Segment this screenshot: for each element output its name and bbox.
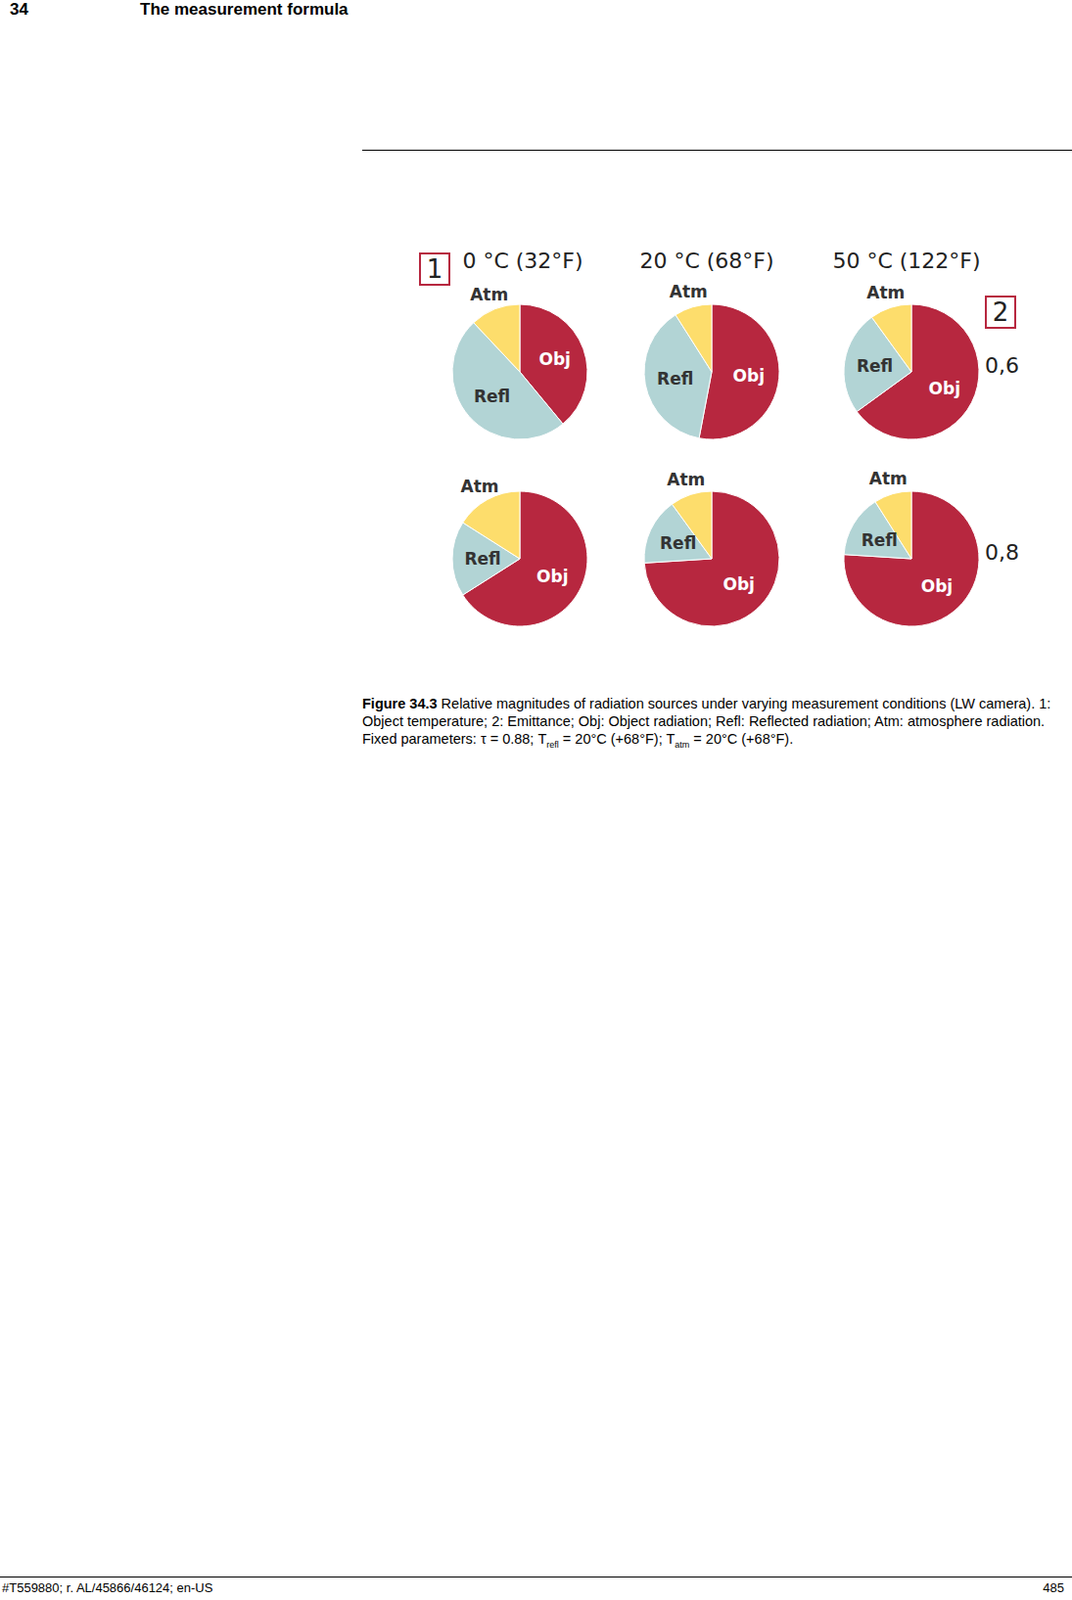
svg-text:Refl: Refl bbox=[464, 549, 501, 569]
svg-text:Obj: Obj bbox=[538, 349, 570, 370]
svg-text:Obj: Obj bbox=[733, 366, 765, 386]
svg-text:Atm: Atm bbox=[666, 469, 705, 490]
svg-text:Refl: Refl bbox=[861, 530, 898, 551]
svg-text:Refl: Refl bbox=[659, 533, 697, 554]
html-text:2: 2 bbox=[992, 297, 1009, 327]
svg-text:Atm: Atm bbox=[866, 282, 905, 303]
html-text:20 °C (68°F): 20 °C (68°F) bbox=[639, 248, 774, 274]
svg-text:Refl: Refl bbox=[656, 369, 694, 389]
svg-text:Obj: Obj bbox=[536, 566, 568, 587]
svg-text:Refl: Refl bbox=[473, 386, 511, 407]
svg-text:Atm: Atm bbox=[869, 468, 908, 489]
svg-text:Atm: Atm bbox=[461, 476, 500, 497]
html-text:0,8: 0,8 bbox=[984, 540, 1020, 565]
html-text:The measurement formula: The measurement formula bbox=[139, 0, 349, 19]
svg-text:Obj: Obj bbox=[722, 574, 754, 595]
svg-text:Obj: Obj bbox=[921, 576, 953, 597]
html-text:Figure 34.3 Relative magnitude: Figure 34.3 Relative magnitudes of radia… bbox=[362, 696, 1051, 750]
html-text:0,6: 0,6 bbox=[984, 353, 1020, 378]
html-text:1: 1 bbox=[426, 254, 443, 284]
html-text:485: 485 bbox=[1042, 1581, 1065, 1596]
svg-text:Obj: Obj bbox=[929, 378, 961, 399]
html-text:#T559880; r. AL/45866/46124; e: #T559880; r. AL/45866/46124; en-US bbox=[1, 1581, 213, 1596]
svg-text:Refl: Refl bbox=[856, 356, 893, 376]
html-text:50 °C (122°F): 50 °C (122°F) bbox=[832, 248, 981, 274]
svg-text:Atm: Atm bbox=[669, 281, 708, 302]
html-text:0 °C (32°F): 0 °C (32°F) bbox=[462, 248, 584, 274]
svg-text:Atm: Atm bbox=[469, 284, 509, 305]
html-text:34: 34 bbox=[9, 0, 29, 19]
